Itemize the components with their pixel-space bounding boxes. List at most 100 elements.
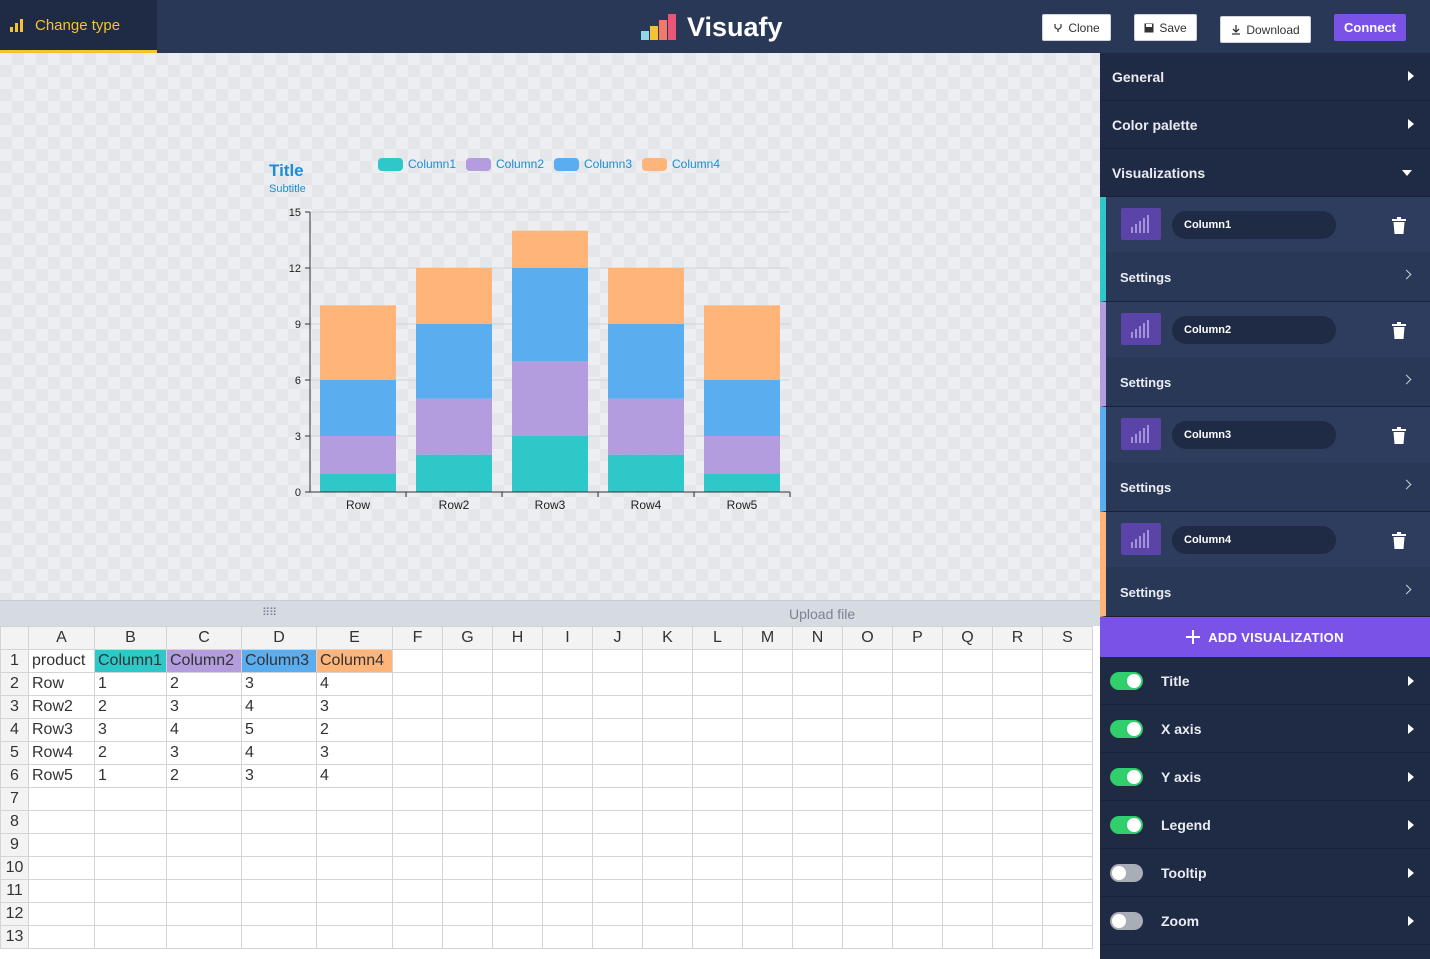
- sheet-cell[interactable]: [28, 787, 95, 811]
- sheet-cell[interactable]: [842, 695, 893, 719]
- sheet-cell[interactable]: [592, 741, 643, 765]
- sheet-cell[interactable]: [392, 879, 443, 903]
- column-header[interactable]: R: [992, 626, 1043, 650]
- sheet-cell[interactable]: [642, 833, 693, 857]
- sheet-cell[interactable]: 1: [94, 764, 167, 788]
- visualization-name-input[interactable]: Column2: [1172, 316, 1336, 344]
- sheet-cell[interactable]: [742, 856, 793, 880]
- row-header[interactable]: 12: [0, 902, 29, 926]
- sheet-cell[interactable]: [1042, 718, 1093, 742]
- sheet-cell[interactable]: [792, 902, 843, 926]
- sheet-cell[interactable]: [992, 649, 1043, 673]
- sheet-cell[interactable]: Row2: [28, 695, 95, 719]
- visualization-name-input[interactable]: Column3: [1172, 421, 1336, 449]
- sheet-cell[interactable]: [28, 856, 95, 880]
- sheet-cell[interactable]: [692, 649, 743, 673]
- sheet-cell[interactable]: [692, 879, 743, 903]
- sheet-cell[interactable]: [742, 741, 793, 765]
- sheet-cell[interactable]: [492, 925, 543, 949]
- column-chart-icon[interactable]: [1121, 418, 1161, 450]
- row-header[interactable]: 13: [0, 925, 29, 949]
- column-header[interactable]: I: [542, 626, 593, 650]
- column-header[interactable]: O: [842, 626, 893, 650]
- sheet-cell[interactable]: [692, 925, 743, 949]
- visualization-name-input[interactable]: Column1: [1172, 211, 1336, 239]
- sheet-cell[interactable]: [542, 741, 593, 765]
- toggle-switch[interactable]: [1110, 911, 1143, 930]
- sheet-cell[interactable]: [316, 925, 393, 949]
- column-chart-icon[interactable]: [1121, 313, 1161, 345]
- sheet-cell[interactable]: [742, 649, 793, 673]
- sheet-cell[interactable]: [442, 925, 493, 949]
- row-header[interactable]: 2: [0, 672, 29, 696]
- download-button[interactable]: Download: [1220, 16, 1311, 43]
- sheet-cell[interactable]: [1042, 902, 1093, 926]
- column-chart-icon[interactable]: [1121, 208, 1161, 240]
- sheet-cell[interactable]: [892, 787, 943, 811]
- sheet-cell[interactable]: [316, 833, 393, 857]
- column-header[interactable]: L: [692, 626, 743, 650]
- bar-segment[interactable]: [608, 324, 684, 399]
- sheet-cell[interactable]: [842, 741, 893, 765]
- sheet-cell[interactable]: [1042, 810, 1093, 834]
- column-header[interactable]: B: [94, 626, 167, 650]
- sheet-cell[interactable]: [392, 787, 443, 811]
- sheet-cell[interactable]: [992, 833, 1043, 857]
- sheet-cell[interactable]: [692, 718, 743, 742]
- sheet-cell[interactable]: [542, 833, 593, 857]
- sheet-cell[interactable]: [842, 879, 893, 903]
- sheet-cell[interactable]: [992, 718, 1043, 742]
- sheet-cell[interactable]: [392, 925, 443, 949]
- sheet-cell[interactable]: [166, 925, 242, 949]
- sheet-cell[interactable]: [1042, 649, 1093, 673]
- sheet-cell[interactable]: [792, 718, 843, 742]
- column-header[interactable]: F: [392, 626, 443, 650]
- sheet-cell[interactable]: [642, 718, 693, 742]
- sheet-cell[interactable]: 4: [316, 672, 393, 696]
- sheet-cell[interactable]: [892, 695, 943, 719]
- sheet-cell[interactable]: [94, 856, 167, 880]
- sheet-cell[interactable]: [166, 879, 242, 903]
- sheet-cell[interactable]: [692, 810, 743, 834]
- sheet-cell[interactable]: [742, 718, 793, 742]
- sheet-cell[interactable]: 4: [241, 741, 317, 765]
- sheet-cell[interactable]: product: [28, 649, 95, 673]
- sheet-cell[interactable]: [94, 879, 167, 903]
- sheet-cell[interactable]: [442, 718, 493, 742]
- sheet-cell[interactable]: [492, 672, 543, 696]
- sheet-cell[interactable]: [392, 764, 443, 788]
- column-header[interactable]: G: [442, 626, 493, 650]
- column-header[interactable]: P: [892, 626, 943, 650]
- trash-icon[interactable]: [1392, 532, 1406, 554]
- sheet-cell[interactable]: [842, 764, 893, 788]
- sheet-cell[interactable]: Column4: [316, 649, 393, 673]
- sheet-cell[interactable]: Row5: [28, 764, 95, 788]
- sheet-cell[interactable]: [166, 810, 242, 834]
- sheet-cell[interactable]: 3: [316, 695, 393, 719]
- sheet-cell[interactable]: [94, 833, 167, 857]
- sheet-cell[interactable]: [642, 672, 693, 696]
- sheet-cell[interactable]: [241, 833, 317, 857]
- row-header[interactable]: 6: [0, 764, 29, 788]
- sheet-cell[interactable]: [442, 833, 493, 857]
- sheet-cell[interactable]: [692, 695, 743, 719]
- change-type-button[interactable]: Change type: [0, 0, 157, 53]
- bar-segment[interactable]: [704, 380, 780, 436]
- sheet-cell[interactable]: [942, 718, 993, 742]
- toggle-row[interactable]: Title: [1100, 657, 1430, 705]
- sheet-cell[interactable]: [642, 879, 693, 903]
- sheet-cell[interactable]: [442, 879, 493, 903]
- sheet-cell[interactable]: [442, 787, 493, 811]
- sheet-cell[interactable]: 3: [166, 695, 242, 719]
- bar-segment[interactable]: [704, 436, 780, 474]
- sheet-cell[interactable]: [1042, 856, 1093, 880]
- sheet-cell[interactable]: [316, 856, 393, 880]
- sheet-cell[interactable]: 2: [166, 672, 242, 696]
- sheet-cell[interactable]: [316, 902, 393, 926]
- sheet-cell[interactable]: [492, 718, 543, 742]
- sheet-cell[interactable]: [492, 902, 543, 926]
- sheet-cell[interactable]: [166, 902, 242, 926]
- sheet-cell[interactable]: Row4: [28, 741, 95, 765]
- sheet-cell[interactable]: [1042, 741, 1093, 765]
- sheet-cell[interactable]: [542, 879, 593, 903]
